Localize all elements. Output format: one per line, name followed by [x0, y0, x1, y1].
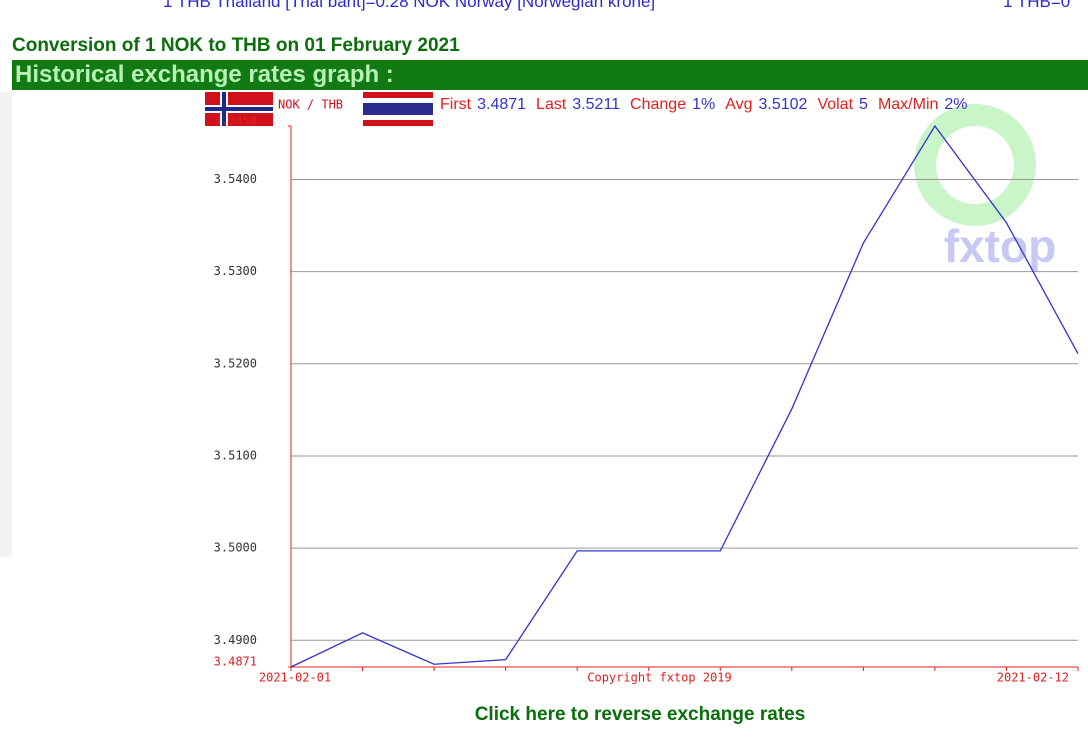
conversion-line[interactable]: 1 THB=0 — [1003, 0, 1071, 11]
banner-text: Historical exchange rates graph : — [15, 61, 394, 88]
watermark: fxtop — [944, 220, 1056, 272]
stat-label: Max/Min — [878, 96, 938, 113]
stat-label: First — [440, 96, 472, 113]
stat-label: Avg — [725, 96, 752, 113]
stat-label: Volat — [817, 96, 853, 113]
conversion-line[interactable]: 1 THB Thailand [Thai baht]=0.28 NOK Norw… — [163, 0, 656, 11]
stat-value: 5 — [859, 96, 868, 113]
y-tick-label: 3.4871 — [214, 655, 257, 669]
y-tick-label: 3.4900 — [214, 633, 257, 647]
reverse-link[interactable]: Click here to reverse exchange rates — [474, 704, 806, 725]
page-title: Conversion of 1 NOK to THB on 01 Februar… — [12, 35, 460, 56]
stat-value: 2% — [944, 96, 967, 113]
x-tick-label: 2021-02-12 — [997, 671, 1069, 685]
chart: fxtop NOK / THB First 3.4871 Last 3.5211 Cha… — [205, 92, 1079, 685]
stat-value: 1% — [692, 96, 715, 113]
stat-value: 3.5102 — [759, 96, 808, 113]
section-banner: Historical exchange rates graph : — [12, 60, 1088, 90]
watermark-logo — [914, 104, 1036, 226]
stat-label: Last — [536, 96, 567, 113]
copyright: Copyright fxtop 2019 — [587, 671, 732, 685]
y-tick-label: 3.5000 — [214, 541, 257, 555]
pair-label: NOK / THB — [278, 98, 343, 112]
x-tick-label: 2021-02-01 — [259, 671, 331, 685]
y-tick-label: 3.5458 — [214, 114, 257, 128]
flag-norway — [205, 92, 273, 126]
side-panel — [0, 92, 12, 557]
data-line — [290, 124, 1079, 668]
y-tick-label: 3.5300 — [214, 264, 257, 278]
pair-box — [273, 95, 363, 115]
stat-label: Change — [630, 96, 686, 113]
stat-value: 3.4871 — [477, 96, 526, 113]
y-tick-label: 3.5100 — [214, 448, 257, 462]
y-tick-label: 3.5400 — [214, 172, 257, 186]
flag-thailand — [363, 92, 433, 126]
y-tick-label: 3.5200 — [214, 356, 257, 370]
stat-value: 3.5211 — [572, 96, 620, 113]
